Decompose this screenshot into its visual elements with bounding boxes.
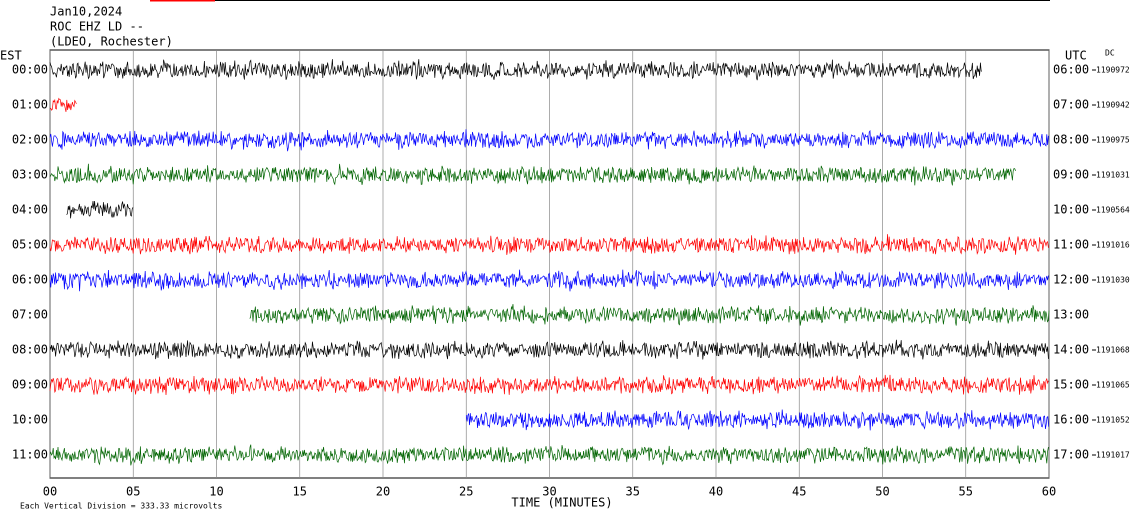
- x-tick-label: 45: [792, 485, 806, 499]
- utc-time: 09:00: [1053, 168, 1089, 182]
- utc-time: 06:00: [1053, 63, 1089, 77]
- trace: [49, 339, 1049, 360]
- x-tick-label: 55: [959, 485, 973, 499]
- x-tick-label: 10: [209, 485, 223, 499]
- dc-label: DC: [1105, 49, 1115, 58]
- trace: [49, 129, 1049, 152]
- est-time: 04:00: [12, 203, 48, 217]
- x-tick-label: 60: [1042, 485, 1056, 499]
- est-time: 10:00: [12, 413, 48, 427]
- row-value: 1191052: [1096, 416, 1130, 425]
- utc-time: 14:00: [1053, 343, 1089, 357]
- date: Jan10,2024: [50, 5, 122, 19]
- station: ROC EHZ LD --: [50, 20, 144, 34]
- est-time: 00:00: [12, 63, 48, 77]
- utc-time: 08:00: [1053, 133, 1089, 147]
- utc-time: 07:00: [1053, 98, 1089, 112]
- est-label: EST: [0, 49, 22, 63]
- row-value: 1191031: [1096, 171, 1130, 180]
- x-tick-label: 15: [293, 485, 307, 499]
- trace: [49, 444, 1049, 466]
- trace: [49, 234, 1049, 255]
- row-value: 1191030: [1096, 276, 1130, 285]
- utc-label: UTC: [1065, 49, 1087, 63]
- est-time: 11:00: [12, 448, 48, 462]
- trace: [465, 409, 1049, 431]
- trace: [49, 97, 77, 112]
- trace: [49, 59, 983, 81]
- est-time: 08:00: [12, 343, 48, 357]
- utc-time: 13:00: [1053, 308, 1089, 322]
- est-time: 02:00: [12, 133, 48, 147]
- x-tick-label: 20: [376, 485, 390, 499]
- trace: [66, 200, 134, 219]
- x-tick-label: 35: [626, 485, 640, 499]
- row-value: 1190972: [1096, 66, 1130, 75]
- x-tick-label: 00: [43, 485, 57, 499]
- est-time: 05:00: [12, 238, 48, 252]
- utc-time: 10:00: [1053, 203, 1089, 217]
- est-time: 03:00: [12, 168, 48, 182]
- utc-time: 12:00: [1053, 273, 1089, 287]
- utc-time: 17:00: [1053, 448, 1089, 462]
- est-time: 09:00: [12, 378, 48, 392]
- trace: [249, 304, 1050, 326]
- x-tick-label: 25: [459, 485, 473, 499]
- x-axis-label: TIME (MINUTES): [511, 496, 612, 510]
- x-tick-label: 05: [126, 485, 140, 499]
- row-value: 1190564: [1096, 206, 1130, 215]
- utc-time: 16:00: [1053, 413, 1089, 427]
- est-time: 06:00: [12, 273, 48, 287]
- footer: Each Vertical Division = 333.33 microvol…: [20, 502, 222, 511]
- row-value: 1190942: [1096, 101, 1130, 110]
- utc-time: 11:00: [1053, 238, 1089, 252]
- x-tick-label: 40: [709, 485, 723, 499]
- network: (LDEO, Rochester): [50, 35, 173, 49]
- row-value: 1191016: [1096, 241, 1130, 250]
- est-time: 07:00: [12, 308, 48, 322]
- row-value: 1190975: [1096, 136, 1130, 145]
- x-tick-label: 50: [875, 485, 889, 499]
- trace: [49, 374, 1049, 396]
- est-time: 01:00: [12, 98, 48, 112]
- row-value: 1191017: [1096, 451, 1130, 460]
- row-value: 1191065: [1096, 381, 1130, 390]
- trace: [49, 163, 1016, 186]
- trace: [49, 269, 1049, 292]
- utc-time: 15:00: [1053, 378, 1089, 392]
- x-tick-label: 30: [542, 485, 556, 499]
- row-value: 1191068: [1096, 346, 1130, 355]
